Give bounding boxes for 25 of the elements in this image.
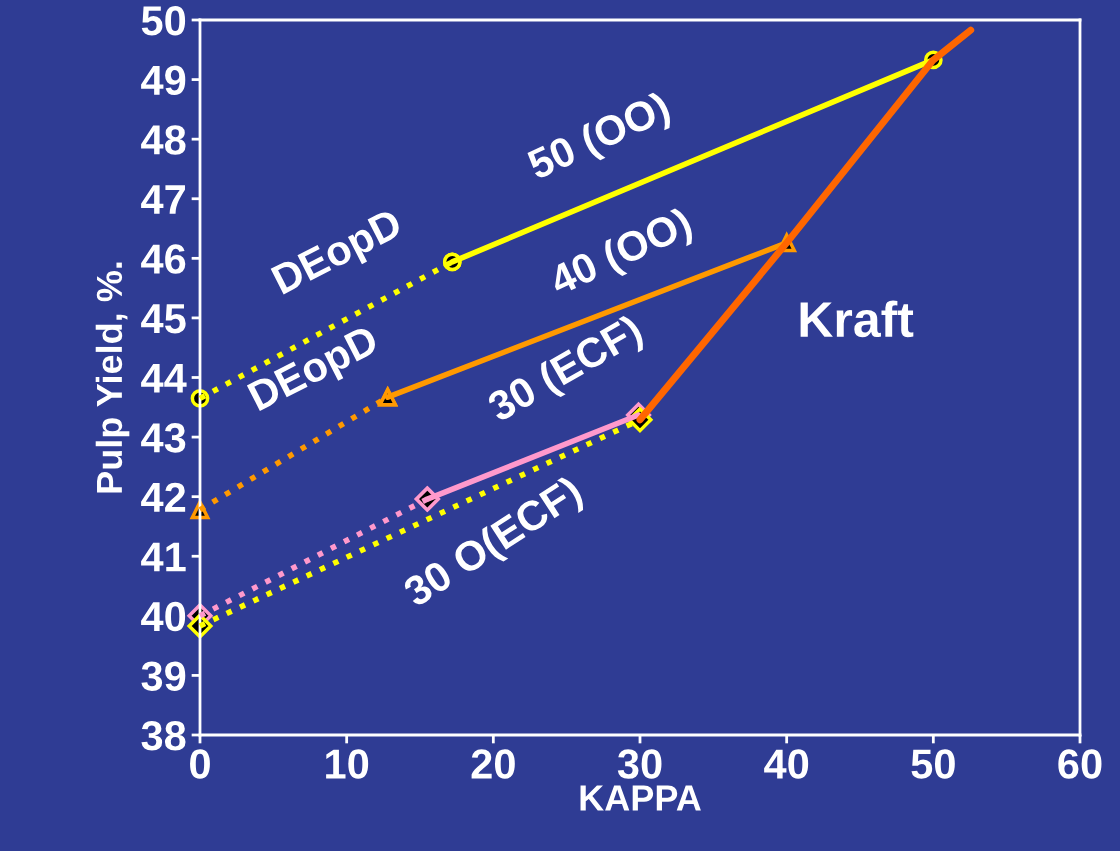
x-tick-label: 50 xyxy=(911,749,955,779)
y-tick-label: 40 xyxy=(141,601,186,632)
y-tick-label: 48 xyxy=(141,125,186,155)
y-tick-label: 46 xyxy=(141,244,186,274)
annotation: 50 (OO) xyxy=(525,90,675,188)
x-tick-label: 20 xyxy=(471,749,515,779)
annotation: 40 (OO) xyxy=(546,205,697,304)
y-tick-label: 49 xyxy=(141,65,186,96)
y-tick-label: 50 xyxy=(141,6,186,36)
y-tick-label: 42 xyxy=(141,482,186,512)
x-tick-label: 40 xyxy=(764,749,809,779)
x-tick-label: 30 xyxy=(617,749,662,779)
x-tick-label: 0 xyxy=(190,749,210,779)
y-tick-label: 38 xyxy=(141,721,186,751)
x-axis-title: KAPPA xyxy=(580,785,701,811)
y-tick-label: 44 xyxy=(141,363,187,393)
y-axis-title: Pulp Yield, %. xyxy=(95,262,130,493)
y-tick-label: 47 xyxy=(141,185,185,214)
y-tick-label: 43 xyxy=(141,423,186,453)
x-tick-label: 60 xyxy=(1058,749,1102,779)
y-tick-label: 41 xyxy=(141,542,186,572)
annotation: Kraft xyxy=(800,300,914,338)
y-tick-label: 45 xyxy=(141,304,186,334)
x-tick-label: 10 xyxy=(326,749,369,779)
y-tick-label: 39 xyxy=(141,661,186,691)
